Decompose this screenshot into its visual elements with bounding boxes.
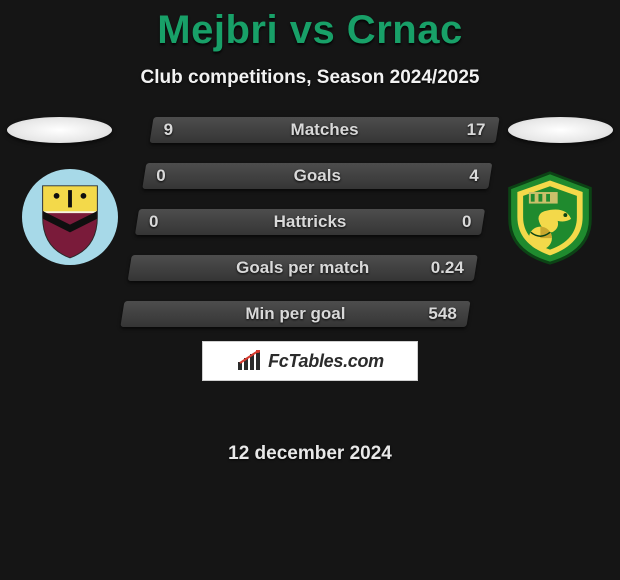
right-pedestal (508, 117, 613, 143)
stat-label: Goals per match (130, 255, 476, 281)
left-team-crest (22, 169, 118, 265)
stat-value-right: 17 (467, 117, 486, 143)
stat-value-right: 0 (462, 209, 471, 235)
stat-value-right: 548 (428, 301, 456, 327)
stat-bars: Matches917Goals04Hattricks00Goals per ma… (137, 117, 483, 347)
logo-text: FcTables.com (268, 351, 384, 372)
stat-label: Matches (152, 117, 498, 143)
stat-bar: Goals per match0.24 (128, 255, 478, 281)
burnley-crest-icon (22, 169, 118, 265)
snapshot-date: 12 december 2024 (0, 443, 620, 465)
stat-value-left: 0 (149, 209, 158, 235)
stat-label: Hattricks (137, 209, 483, 235)
stat-bar: Min per goal548 (120, 301, 470, 327)
stat-label: Goals (144, 163, 490, 189)
comparison-arena: Matches917Goals04Hattricks00Goals per ma… (0, 117, 620, 437)
versus-title: Mejbri vs Crnac (0, 0, 620, 53)
stat-value-left: 9 (164, 117, 173, 143)
fctables-logo: FcTables.com (202, 341, 418, 381)
stat-bar: Hattricks0 0 (135, 209, 485, 235)
left-pedestal (7, 117, 112, 143)
stat-value-right: 0.24 (431, 255, 464, 281)
season-subtitle: Club competitions, Season 2024/2025 (0, 67, 620, 89)
bars-icon (236, 350, 264, 372)
stat-bar: Matches9 17 (150, 117, 500, 143)
stat-value-right: 4 (469, 163, 478, 189)
stat-label: Min per goal (122, 301, 468, 327)
stat-bar: Goals0 4 (142, 163, 492, 189)
stat-value-left: 0 (156, 163, 165, 189)
right-team-crest (502, 169, 598, 265)
norwich-crest-icon (502, 169, 598, 265)
